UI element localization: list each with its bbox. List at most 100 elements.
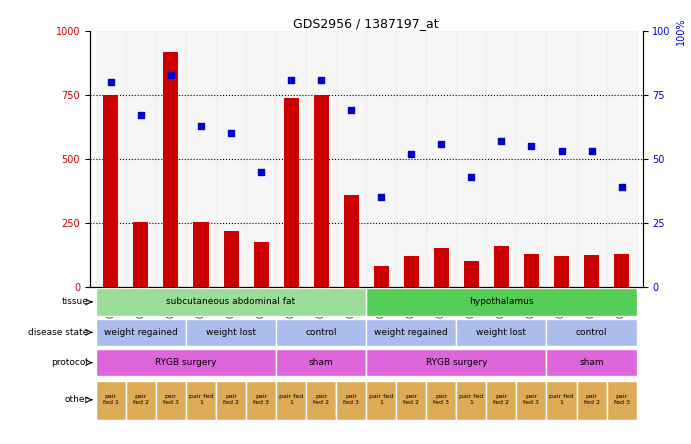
Bar bbox=[396, 31, 426, 287]
Text: control: control bbox=[576, 328, 607, 337]
Text: pair
fed 2: pair fed 2 bbox=[223, 394, 239, 405]
Legend: count, percentile rank within the sample: count, percentile rank within the sample bbox=[95, 440, 268, 444]
Bar bbox=[193, 222, 209, 287]
Text: control: control bbox=[305, 328, 337, 337]
Point bbox=[165, 71, 176, 78]
Text: pair fed
1: pair fed 1 bbox=[369, 394, 393, 405]
Point bbox=[496, 138, 507, 145]
Bar bbox=[133, 222, 149, 287]
Bar bbox=[186, 31, 216, 287]
Text: other: other bbox=[64, 395, 88, 404]
Text: pair
fed 2: pair fed 2 bbox=[404, 394, 419, 405]
Text: pair
fed 3: pair fed 3 bbox=[433, 394, 449, 405]
Text: weight regained: weight regained bbox=[104, 328, 178, 337]
Bar bbox=[434, 248, 449, 287]
Point bbox=[526, 143, 537, 150]
FancyBboxPatch shape bbox=[396, 381, 426, 420]
Bar bbox=[404, 256, 419, 287]
Text: pair
fed 3: pair fed 3 bbox=[253, 394, 269, 405]
Bar bbox=[486, 31, 516, 287]
Text: pair
fed 2: pair fed 2 bbox=[493, 394, 509, 405]
Text: weight lost: weight lost bbox=[206, 328, 256, 337]
Text: pair
fed 3: pair fed 3 bbox=[524, 394, 540, 405]
FancyBboxPatch shape bbox=[216, 381, 246, 420]
Bar bbox=[314, 95, 329, 287]
Title: GDS2956 / 1387197_at: GDS2956 / 1387197_at bbox=[294, 17, 439, 30]
Point bbox=[196, 122, 207, 129]
FancyBboxPatch shape bbox=[366, 319, 456, 346]
Bar bbox=[283, 98, 299, 287]
Bar bbox=[576, 31, 607, 287]
Bar bbox=[554, 256, 569, 287]
FancyBboxPatch shape bbox=[547, 349, 636, 377]
Text: disease state: disease state bbox=[28, 328, 88, 337]
Point bbox=[556, 148, 567, 155]
Point bbox=[316, 76, 327, 83]
FancyBboxPatch shape bbox=[366, 288, 636, 316]
Y-axis label: 100%: 100% bbox=[676, 17, 685, 45]
Point bbox=[466, 173, 477, 180]
Point bbox=[586, 148, 597, 155]
Bar bbox=[126, 31, 156, 287]
Text: pair fed
1: pair fed 1 bbox=[549, 394, 574, 405]
Text: weight regained: weight regained bbox=[375, 328, 448, 337]
Point bbox=[225, 130, 236, 137]
Text: pair
fed 2: pair fed 2 bbox=[133, 394, 149, 405]
Bar bbox=[254, 242, 269, 287]
Text: protocol: protocol bbox=[51, 358, 88, 367]
Bar bbox=[306, 31, 337, 287]
Bar bbox=[223, 230, 238, 287]
Text: pair
fed 2: pair fed 2 bbox=[584, 394, 600, 405]
Bar bbox=[516, 31, 547, 287]
FancyBboxPatch shape bbox=[576, 381, 607, 420]
Text: pair fed
1: pair fed 1 bbox=[460, 394, 484, 405]
Point bbox=[376, 194, 387, 201]
Text: subcutaneous abdominal fat: subcutaneous abdominal fat bbox=[167, 297, 296, 306]
Bar bbox=[374, 266, 389, 287]
Text: sham: sham bbox=[579, 358, 604, 367]
Text: RYGB surgery: RYGB surgery bbox=[426, 358, 487, 367]
FancyBboxPatch shape bbox=[186, 319, 276, 346]
FancyBboxPatch shape bbox=[456, 319, 547, 346]
Point bbox=[406, 150, 417, 157]
FancyBboxPatch shape bbox=[547, 381, 576, 420]
Bar bbox=[464, 261, 479, 287]
FancyBboxPatch shape bbox=[547, 319, 636, 346]
Bar bbox=[524, 254, 539, 287]
Text: tissue: tissue bbox=[61, 297, 88, 306]
Text: pair
fed 3: pair fed 3 bbox=[163, 394, 179, 405]
Text: pair
fed 1: pair fed 1 bbox=[103, 394, 119, 405]
Bar bbox=[337, 31, 366, 287]
FancyBboxPatch shape bbox=[276, 381, 306, 420]
FancyBboxPatch shape bbox=[516, 381, 547, 420]
FancyBboxPatch shape bbox=[306, 381, 337, 420]
Point bbox=[436, 140, 447, 147]
Bar bbox=[614, 254, 629, 287]
Bar bbox=[104, 95, 118, 287]
FancyBboxPatch shape bbox=[366, 381, 396, 420]
Text: pair fed
1: pair fed 1 bbox=[189, 394, 213, 405]
FancyBboxPatch shape bbox=[276, 349, 366, 377]
Text: hypothalamus: hypothalamus bbox=[469, 297, 533, 306]
FancyBboxPatch shape bbox=[426, 381, 456, 420]
Text: weight lost: weight lost bbox=[476, 328, 527, 337]
Bar bbox=[547, 31, 576, 287]
FancyBboxPatch shape bbox=[337, 381, 366, 420]
Bar bbox=[156, 31, 186, 287]
Text: pair
fed 3: pair fed 3 bbox=[614, 394, 630, 405]
Point bbox=[616, 183, 627, 190]
Point bbox=[135, 112, 146, 119]
Text: RYGB surgery: RYGB surgery bbox=[155, 358, 217, 367]
Text: pair
fed 2: pair fed 2 bbox=[313, 394, 329, 405]
FancyBboxPatch shape bbox=[456, 381, 486, 420]
FancyBboxPatch shape bbox=[366, 349, 547, 377]
Bar bbox=[494, 246, 509, 287]
Bar bbox=[96, 31, 126, 287]
Text: pair
fed 3: pair fed 3 bbox=[343, 394, 359, 405]
Bar bbox=[426, 31, 456, 287]
Point bbox=[256, 168, 267, 175]
Bar bbox=[276, 31, 306, 287]
FancyBboxPatch shape bbox=[607, 381, 636, 420]
FancyBboxPatch shape bbox=[96, 381, 126, 420]
FancyBboxPatch shape bbox=[246, 381, 276, 420]
